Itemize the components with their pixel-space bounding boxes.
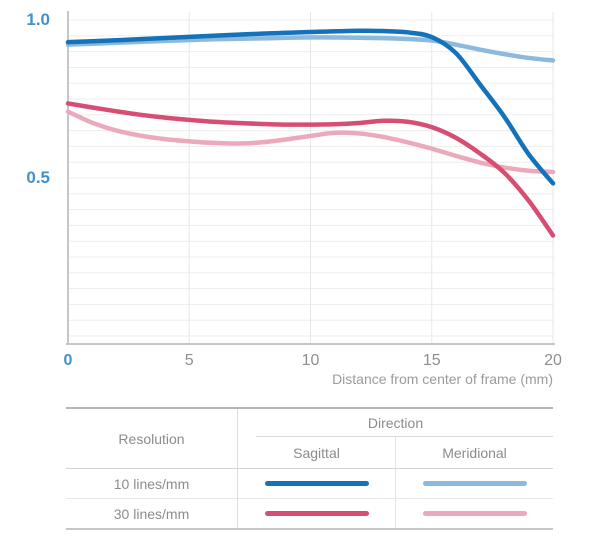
legend-swatch-cell: [395, 469, 553, 499]
vertical-gridlines: [188, 12, 554, 344]
x-tick-label: 20: [544, 352, 562, 369]
meridional-column-header: Meridional: [395, 437, 553, 469]
x-tick-label: 0: [63, 352, 73, 369]
legend-row-label-30-lines: 30 lines/mm: [66, 499, 238, 528]
legend-row-label-10-lines: 10 lines/mm: [66, 469, 238, 499]
curve-30-lines-mm-meridional: [65, 109, 556, 175]
resolution-header: Resolution: [66, 409, 238, 469]
curve-30-lines-mm-sagittal: [65, 101, 556, 238]
x-tick-label: 15: [422, 352, 441, 369]
curve-10-lines-mm-sagittal: [65, 28, 556, 186]
legend-swatch-cell: [395, 499, 553, 528]
y-tick-label: 1.0: [26, 10, 50, 29]
sagittal-column-header: Sagittal: [238, 437, 395, 469]
legend-swatch-cell: [238, 469, 395, 499]
direction-header: Direction: [238, 409, 553, 437]
swatch-30-lines-meridional: [422, 511, 527, 516]
x-tick-label: 5: [184, 352, 194, 369]
mtf-chart-svg: [65, 11, 556, 345]
x-tick-label: 10: [301, 352, 320, 369]
legend-swatch-cell: [238, 499, 395, 528]
y-tick-label: 0.5: [26, 168, 50, 187]
curve-10-lines-mm-meridional: [65, 35, 556, 63]
swatch-30-lines-sagittal: [264, 511, 369, 516]
x-axis-title: Distance from center of frame (mm): [332, 371, 553, 387]
swatch-10-lines-sagittal: [264, 481, 369, 486]
horizontal-gridlines: [69, 19, 554, 337]
legend-table: Resolution Direction Sagittal Meridional…: [66, 407, 553, 530]
swatch-10-lines-meridional: [422, 481, 527, 486]
mtf-chart: 1.0 0.5 0 5 10 15 20 Distance from center of f…: [26, 10, 562, 387]
